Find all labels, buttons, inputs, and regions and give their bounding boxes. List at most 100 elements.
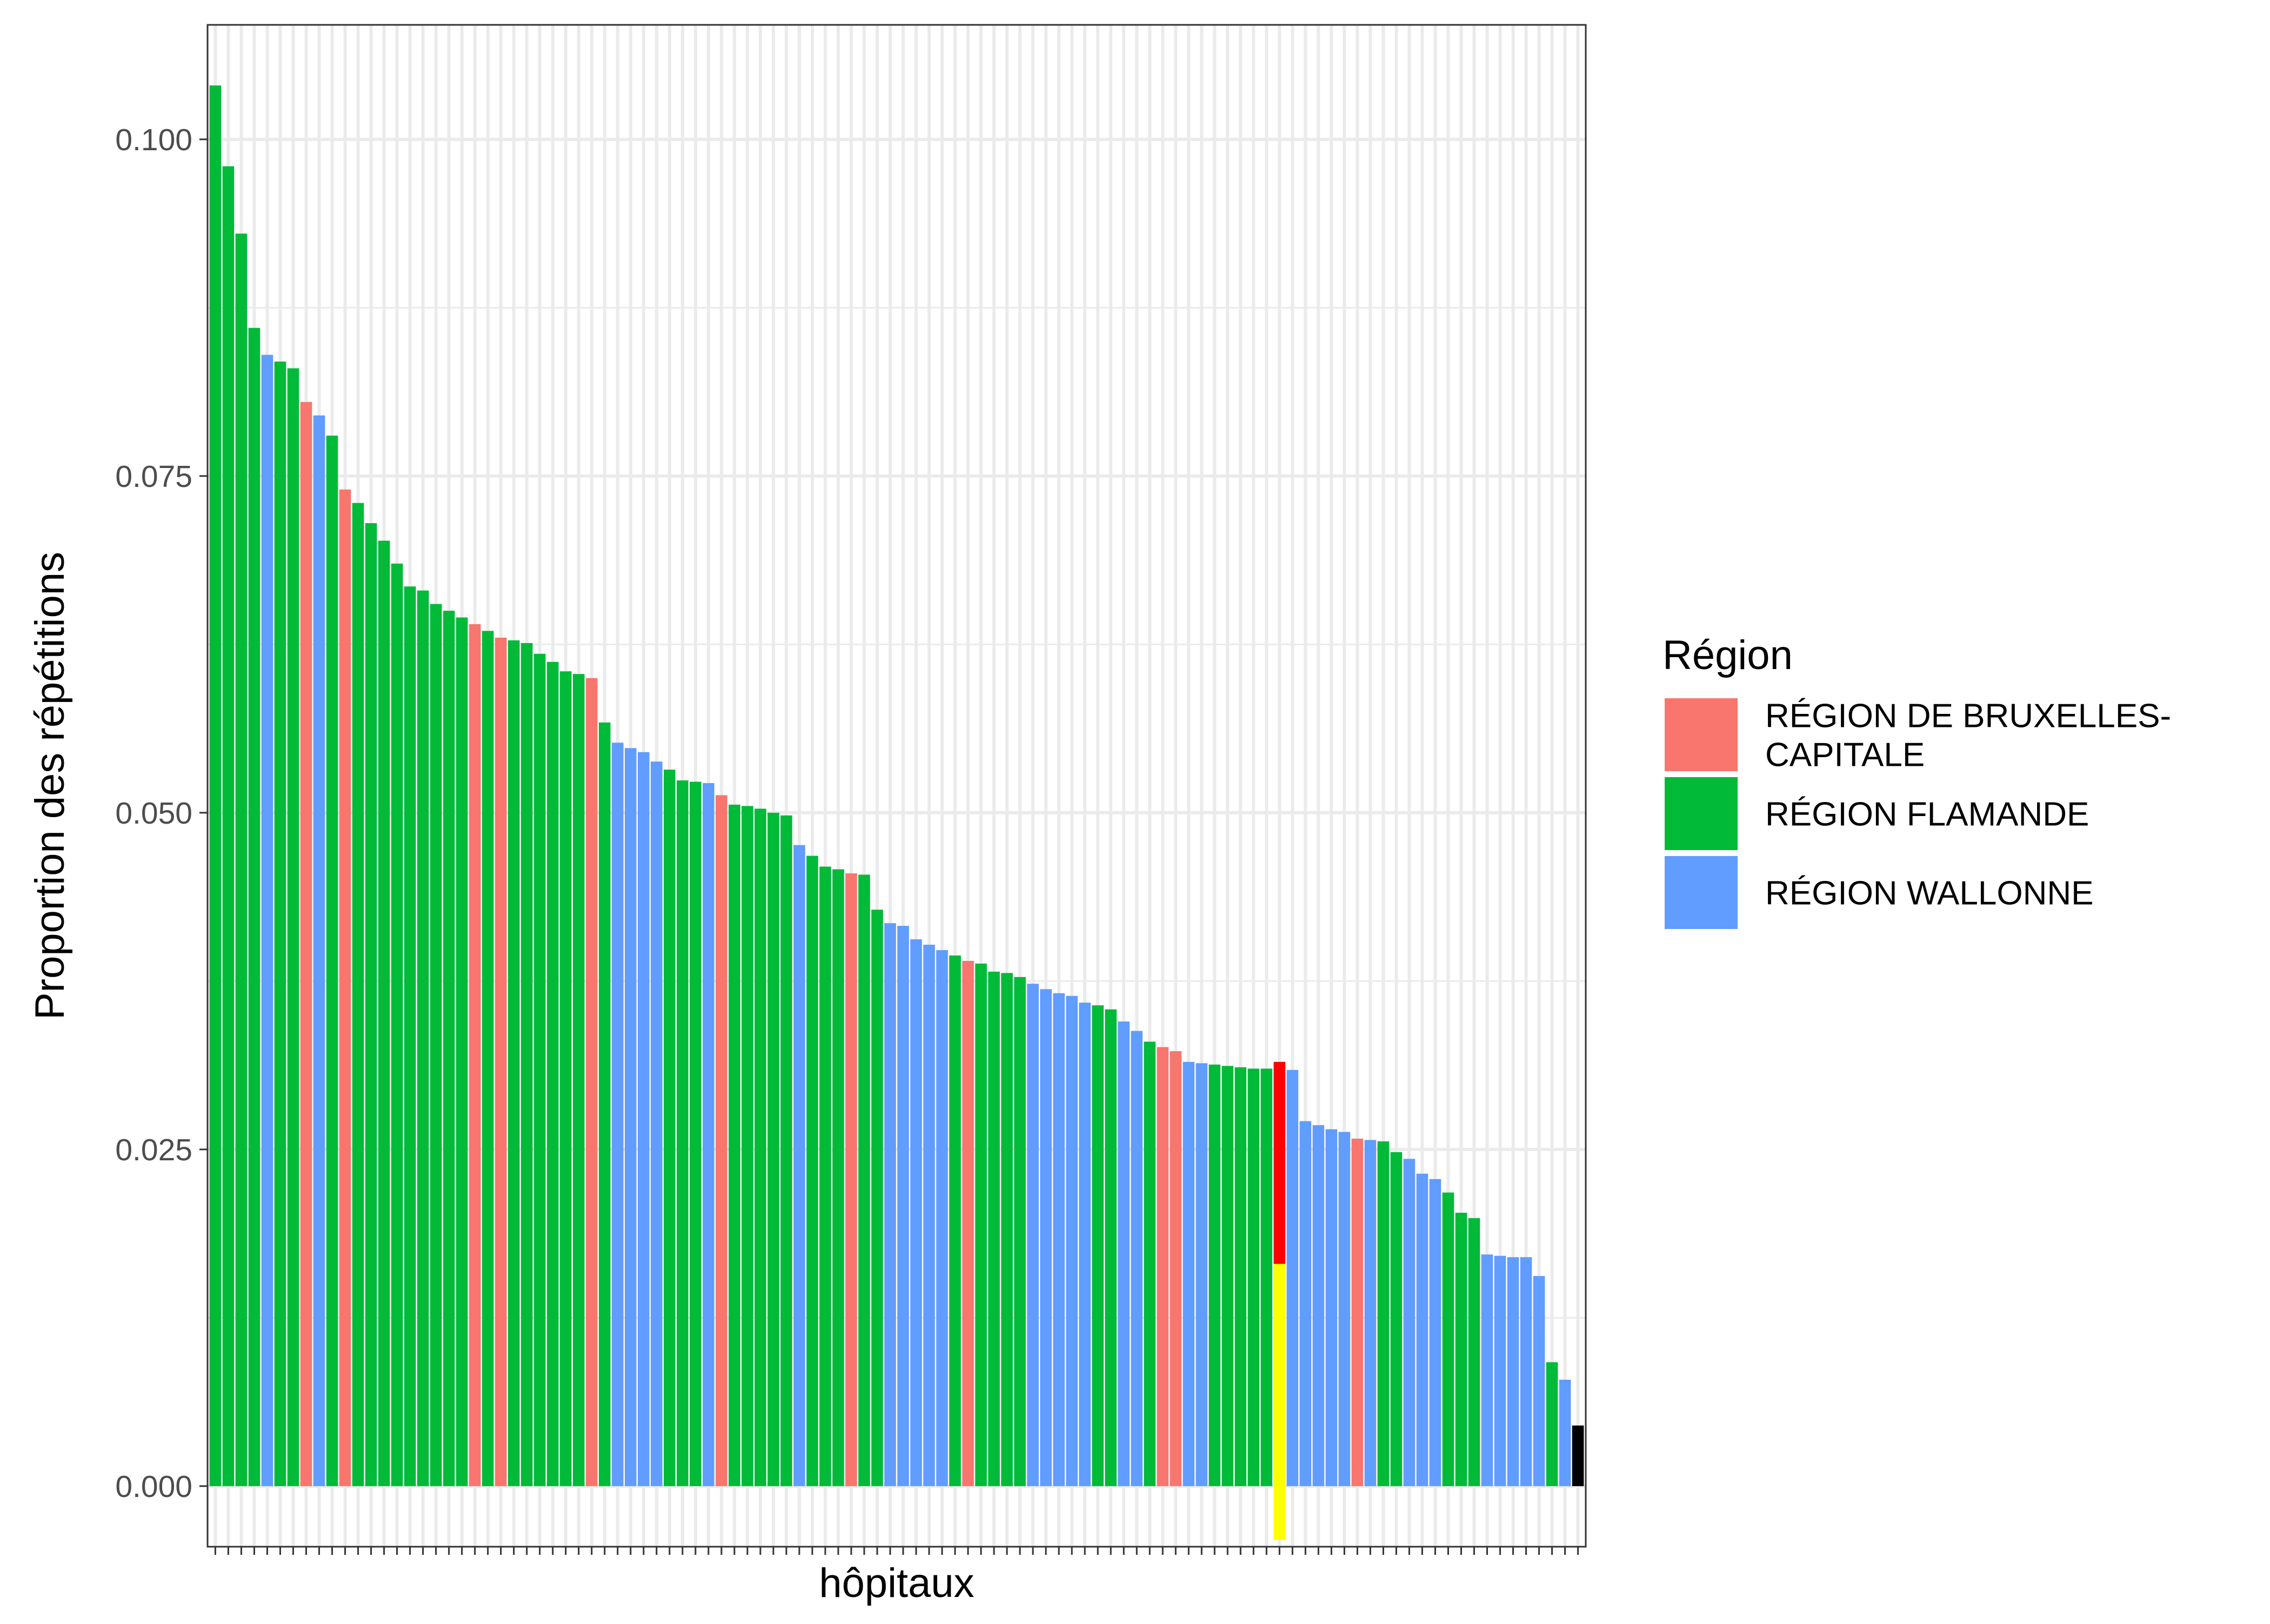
bar	[1053, 993, 1065, 1486]
bar	[508, 640, 520, 1486]
bar	[300, 402, 312, 1486]
bar	[910, 939, 922, 1486]
bar	[936, 950, 948, 1486]
bar	[1299, 1121, 1312, 1486]
bar	[1546, 1362, 1558, 1486]
bar	[456, 617, 468, 1486]
bar	[572, 674, 585, 1486]
bar	[1209, 1064, 1221, 1486]
bar	[1325, 1129, 1338, 1486]
bar	[742, 806, 753, 1486]
bar	[1559, 1379, 1571, 1486]
y-axis-title: Proportion des répétitions	[27, 552, 73, 1020]
bar	[975, 963, 987, 1486]
bar	[365, 523, 377, 1486]
bar	[443, 611, 455, 1486]
bar	[533, 653, 546, 1486]
bar	[559, 671, 572, 1486]
bar	[261, 355, 273, 1486]
bar	[1364, 1140, 1377, 1486]
bar	[520, 643, 533, 1486]
bar	[1455, 1212, 1467, 1486]
bar	[482, 631, 494, 1486]
x-axis-title: hôpitaux	[819, 1560, 974, 1606]
bar	[391, 563, 403, 1486]
bar	[663, 770, 676, 1486]
legend-entries: RÉGION DE BRUXELLES-CAPITALE RÉGION FLAMA…	[1665, 698, 2171, 929]
bar	[417, 590, 429, 1486]
bar	[1170, 1051, 1182, 1486]
bar	[287, 368, 299, 1486]
bar	[1390, 1152, 1403, 1486]
bar	[1403, 1159, 1416, 1486]
bar	[313, 415, 325, 1486]
bar	[1092, 1005, 1104, 1486]
bar	[1520, 1257, 1532, 1486]
bar	[1429, 1179, 1441, 1486]
bar	[404, 586, 416, 1486]
bar	[624, 748, 637, 1486]
bar	[598, 722, 611, 1486]
bar-highlight-upper	[1273, 1061, 1286, 1264]
bar	[495, 637, 507, 1486]
bar	[1468, 1218, 1480, 1486]
legend-label: RÉGION DE BRUXELLES-	[1765, 698, 2171, 735]
bar	[755, 808, 766, 1486]
bar	[1144, 1041, 1156, 1486]
bar	[1416, 1173, 1428, 1486]
bar	[1507, 1257, 1519, 1486]
bar	[378, 540, 390, 1486]
bar	[949, 955, 961, 1486]
plot-border	[206, 24, 1587, 1548]
bar	[690, 781, 702, 1486]
bar	[1312, 1125, 1325, 1486]
legend-key	[1665, 856, 1738, 929]
bar	[235, 233, 248, 1486]
bar	[1351, 1138, 1364, 1486]
bar	[339, 489, 351, 1486]
bar	[677, 780, 689, 1486]
bar	[1040, 989, 1052, 1486]
bar	[871, 910, 883, 1486]
bar	[611, 743, 624, 1486]
bar	[546, 661, 559, 1486]
legend-key	[1665, 698, 1738, 771]
bar	[793, 845, 805, 1486]
legend-label: RÉGION WALLONNE	[1765, 875, 2093, 912]
bar	[1533, 1276, 1545, 1486]
bar	[274, 362, 286, 1486]
legend-label: RÉGION FLAMANDE	[1765, 796, 2089, 833]
axes: 0.000 0.025 0.050 0.075 0.100	[115, 123, 1579, 1555]
y-tick-label: 0.075	[115, 459, 192, 494]
bar	[469, 624, 481, 1486]
bar	[1338, 1132, 1351, 1486]
bar	[806, 856, 818, 1486]
legend: Région RÉGION DE BRUXELLES-CAPITALERÉGIO…	[1663, 632, 2171, 929]
bar	[1196, 1063, 1208, 1486]
y-tick-label: 0.100	[115, 123, 192, 157]
bar	[1286, 1070, 1299, 1486]
y-tick-label: 0.050	[115, 796, 192, 831]
bar	[1494, 1255, 1506, 1486]
bar	[988, 971, 1000, 1486]
bar	[1183, 1061, 1195, 1486]
bar	[1014, 977, 1026, 1486]
bar	[248, 328, 261, 1486]
bar	[222, 166, 235, 1486]
bar	[884, 923, 896, 1486]
y-tick-label: 0.000	[115, 1469, 192, 1504]
bar	[1105, 1009, 1117, 1486]
bar	[780, 815, 792, 1486]
bar	[703, 783, 715, 1486]
bar	[845, 873, 857, 1486]
bar	[1027, 984, 1039, 1486]
bars	[209, 85, 1584, 1540]
bar	[1247, 1068, 1260, 1486]
bar	[1481, 1254, 1493, 1486]
bar	[326, 436, 338, 1486]
bar	[585, 678, 598, 1486]
bar	[1118, 1021, 1130, 1486]
bar	[716, 795, 727, 1486]
